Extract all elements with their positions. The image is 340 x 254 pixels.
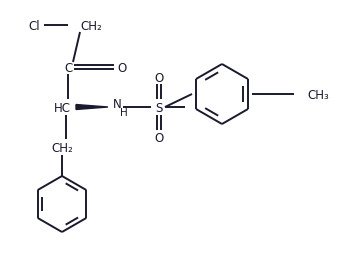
Text: H: H xyxy=(120,108,128,118)
Text: C: C xyxy=(64,61,72,74)
Text: CH₂: CH₂ xyxy=(80,19,102,32)
Polygon shape xyxy=(76,105,108,110)
Text: CH₂: CH₂ xyxy=(51,141,73,154)
Text: N: N xyxy=(113,98,121,111)
Text: O: O xyxy=(117,61,126,74)
Text: S: S xyxy=(155,101,163,114)
Text: O: O xyxy=(154,71,164,84)
Text: HC: HC xyxy=(53,101,70,114)
Text: CH₃: CH₃ xyxy=(307,88,329,101)
Text: O: O xyxy=(154,131,164,144)
Text: Cl: Cl xyxy=(28,19,40,32)
